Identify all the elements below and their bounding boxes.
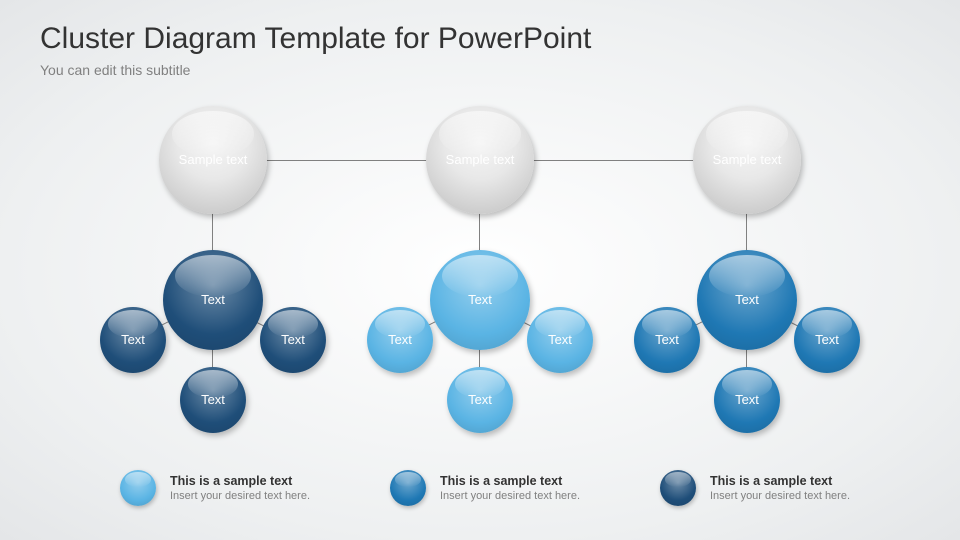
sat-node-0-1: Text xyxy=(260,307,326,373)
sat-node-0-0: Text xyxy=(100,307,166,373)
sat-node-0-2: Text xyxy=(180,367,246,433)
sat-node-2-1: Text xyxy=(794,307,860,373)
top-node-1-label: Sample text xyxy=(440,152,521,168)
page-title: Cluster Diagram Template for PowerPoint xyxy=(40,22,591,56)
legend-title: This is a sample text xyxy=(710,474,850,488)
top-node-2-label: Sample text xyxy=(707,152,788,168)
top-node-2: Sample text xyxy=(693,106,801,214)
hub-node-1: Text xyxy=(430,250,530,350)
hub-node-1-label: Text xyxy=(462,292,498,308)
sat-node-1-0-label: Text xyxy=(382,332,418,348)
page-subtitle: You can edit this subtitle xyxy=(40,62,190,78)
sat-node-0-1-label: Text xyxy=(275,332,311,348)
sat-node-0-0-label: Text xyxy=(115,332,151,348)
top-node-1: Sample text xyxy=(426,106,534,214)
hub-node-2: Text xyxy=(697,250,797,350)
sat-node-2-0-label: Text xyxy=(649,332,685,348)
hub-node-2-label: Text xyxy=(729,292,765,308)
sat-node-1-1-label: Text xyxy=(542,332,578,348)
legend-text: This is a sample text Insert your desired… xyxy=(170,474,310,502)
top-node-0: Sample text xyxy=(159,106,267,214)
sat-node-1-1: Text xyxy=(527,307,593,373)
sat-node-2-2: Text xyxy=(714,367,780,433)
sat-node-2-0: Text xyxy=(634,307,700,373)
legend-dot-icon xyxy=(390,470,426,506)
legend-title: This is a sample text xyxy=(170,474,310,488)
legend-item-0: This is a sample text Insert your desired… xyxy=(120,470,310,506)
legend-dot-icon xyxy=(660,470,696,506)
sat-node-1-2: Text xyxy=(447,367,513,433)
legend-sub: Insert your desired text here. xyxy=(170,490,310,502)
hub-node-0-label: Text xyxy=(195,292,231,308)
sat-node-0-2-label: Text xyxy=(195,392,231,408)
legend-sub: Insert your desired text here. xyxy=(440,490,580,502)
sat-node-1-2-label: Text xyxy=(462,392,498,408)
legend-title: This is a sample text xyxy=(440,474,580,488)
legend-dot-icon xyxy=(120,470,156,506)
legend-text: This is a sample text Insert your desired… xyxy=(710,474,850,502)
top-node-0-label: Sample text xyxy=(173,152,254,168)
legend-sub: Insert your desired text here. xyxy=(710,490,850,502)
legend-item-2: This is a sample text Insert your desired… xyxy=(660,470,850,506)
legend-item-1: This is a sample text Insert your desired… xyxy=(390,470,580,506)
sat-node-2-1-label: Text xyxy=(809,332,845,348)
hub-node-0: Text xyxy=(163,250,263,350)
legend-text: This is a sample text Insert your desired… xyxy=(440,474,580,502)
sat-node-2-2-label: Text xyxy=(729,392,765,408)
sat-node-1-0: Text xyxy=(367,307,433,373)
